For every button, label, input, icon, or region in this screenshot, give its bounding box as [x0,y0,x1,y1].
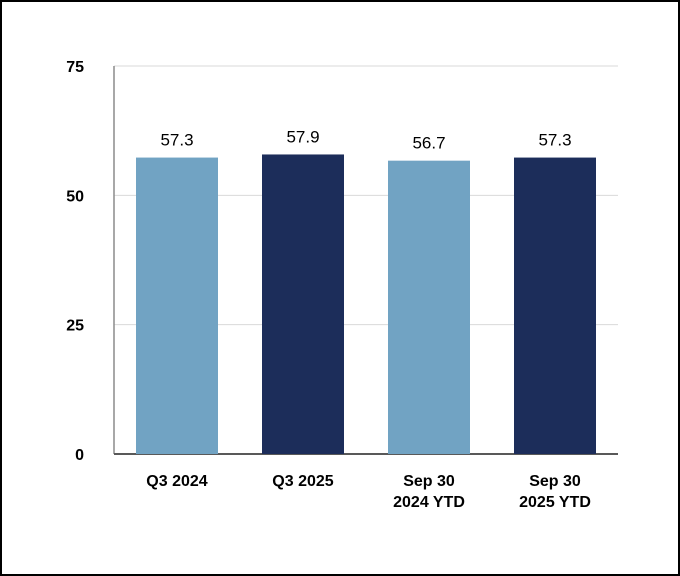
bar [136,157,218,454]
x-tick-label: 2025 YTD [519,494,591,511]
x-tick-label: Sep 30 [403,473,455,490]
x-tick-label: Q3 2025 [272,473,333,490]
y-tick-label: 0 [75,447,84,464]
y-tick-label: 50 [66,188,84,205]
bar [514,157,596,454]
y-tick-label: 75 [66,59,84,76]
x-tick-label: 2024 YTD [393,494,465,511]
data-label: 57.9 [286,127,319,146]
data-label: 57.3 [160,131,193,150]
y-tick-label: 25 [66,318,84,335]
bar [262,154,344,455]
bar [388,160,470,454]
data-label: 57.3 [538,131,571,150]
x-tick-label: Sep 30 [529,473,581,490]
data-label: 56.7 [412,134,445,153]
x-tick-label: Q3 2024 [146,473,207,490]
